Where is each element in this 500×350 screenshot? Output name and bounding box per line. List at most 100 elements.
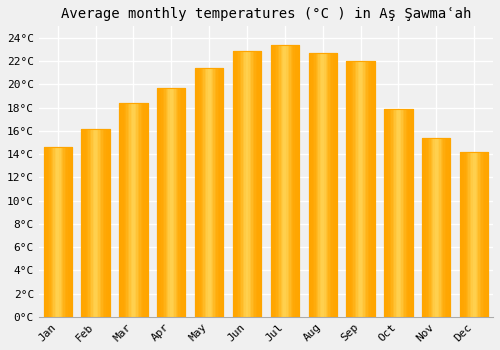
Bar bbox=[90, 128, 92, 317]
Bar bbox=[257, 51, 258, 317]
Bar bbox=[70, 147, 72, 317]
Bar bbox=[481, 152, 482, 317]
Bar bbox=[326, 53, 327, 317]
Bar bbox=[368, 61, 369, 317]
Bar bbox=[88, 128, 90, 317]
Bar bbox=[196, 68, 198, 317]
Bar bbox=[168, 88, 170, 317]
Bar bbox=[402, 109, 404, 317]
Bar bbox=[462, 152, 463, 317]
Bar bbox=[426, 138, 428, 317]
Bar bbox=[439, 138, 440, 317]
Bar bbox=[448, 138, 449, 317]
Bar bbox=[482, 152, 484, 317]
Bar bbox=[248, 51, 250, 317]
Bar bbox=[180, 88, 181, 317]
Bar bbox=[82, 128, 83, 317]
Bar bbox=[334, 53, 336, 317]
Bar bbox=[410, 109, 411, 317]
Bar bbox=[438, 138, 439, 317]
Bar bbox=[138, 103, 139, 317]
Bar bbox=[467, 152, 468, 317]
Bar bbox=[394, 109, 396, 317]
Bar bbox=[294, 45, 295, 317]
Bar bbox=[62, 147, 64, 317]
Bar bbox=[348, 61, 349, 317]
Bar bbox=[486, 152, 487, 317]
Bar bbox=[96, 128, 97, 317]
Bar bbox=[270, 45, 299, 317]
Bar bbox=[58, 147, 59, 317]
Bar bbox=[322, 53, 324, 317]
Bar bbox=[45, 147, 46, 317]
Bar bbox=[396, 109, 397, 317]
Bar bbox=[129, 103, 130, 317]
Bar bbox=[435, 138, 436, 317]
Bar bbox=[432, 138, 434, 317]
Bar bbox=[445, 138, 446, 317]
Bar bbox=[330, 53, 331, 317]
Bar bbox=[286, 45, 288, 317]
Bar bbox=[436, 138, 438, 317]
Bar bbox=[130, 103, 132, 317]
Bar bbox=[107, 128, 108, 317]
Bar bbox=[238, 51, 240, 317]
Bar bbox=[164, 88, 166, 317]
Bar bbox=[484, 152, 486, 317]
Bar bbox=[204, 68, 205, 317]
Bar bbox=[275, 45, 276, 317]
Bar bbox=[424, 138, 425, 317]
Bar bbox=[218, 68, 219, 317]
Bar bbox=[313, 53, 314, 317]
Bar bbox=[372, 61, 374, 317]
Bar bbox=[256, 51, 257, 317]
Bar bbox=[94, 128, 96, 317]
Bar bbox=[354, 61, 355, 317]
Bar bbox=[260, 51, 261, 317]
Bar bbox=[68, 147, 69, 317]
Bar bbox=[181, 88, 182, 317]
Bar bbox=[222, 68, 224, 317]
Bar bbox=[314, 53, 316, 317]
Bar bbox=[104, 128, 106, 317]
Bar bbox=[145, 103, 146, 317]
Bar bbox=[220, 68, 222, 317]
Bar bbox=[195, 68, 224, 317]
Bar bbox=[65, 147, 66, 317]
Bar bbox=[212, 68, 214, 317]
Bar bbox=[66, 147, 68, 317]
Bar bbox=[97, 128, 98, 317]
Bar bbox=[219, 68, 220, 317]
Bar bbox=[477, 152, 478, 317]
Bar bbox=[215, 68, 216, 317]
Bar bbox=[64, 147, 65, 317]
Bar bbox=[195, 68, 224, 317]
Bar bbox=[233, 51, 261, 317]
Bar bbox=[146, 103, 148, 317]
Bar bbox=[316, 53, 317, 317]
Bar bbox=[44, 147, 72, 317]
Bar bbox=[246, 51, 247, 317]
Bar bbox=[122, 103, 124, 317]
Bar bbox=[358, 61, 359, 317]
Bar bbox=[364, 61, 365, 317]
Bar bbox=[464, 152, 466, 317]
Bar bbox=[140, 103, 142, 317]
Bar bbox=[332, 53, 334, 317]
Bar bbox=[317, 53, 318, 317]
Bar bbox=[144, 103, 145, 317]
Bar bbox=[244, 51, 246, 317]
Bar bbox=[136, 103, 138, 317]
Bar bbox=[449, 138, 450, 317]
Bar bbox=[49, 147, 50, 317]
Bar bbox=[336, 53, 337, 317]
Bar bbox=[384, 109, 412, 317]
Bar bbox=[392, 109, 394, 317]
Bar bbox=[139, 103, 140, 317]
Bar bbox=[282, 45, 284, 317]
Bar bbox=[157, 88, 158, 317]
Bar bbox=[308, 53, 310, 317]
Bar bbox=[234, 51, 235, 317]
Bar bbox=[480, 152, 481, 317]
Bar bbox=[240, 51, 242, 317]
